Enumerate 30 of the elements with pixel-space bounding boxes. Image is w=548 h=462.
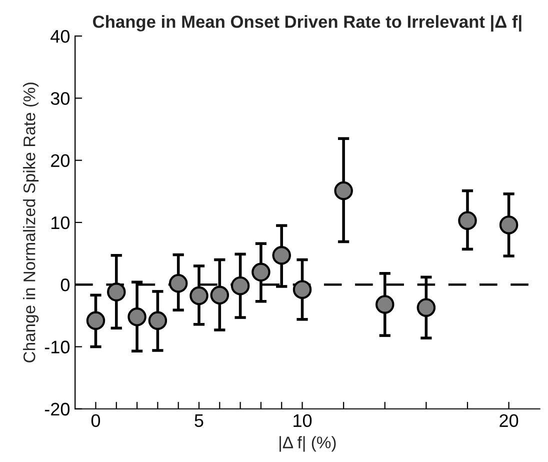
point: [334, 181, 353, 200]
x-tick-label: 5: [194, 414, 204, 427]
point: [499, 216, 518, 234]
y-tick-label: 0: [60, 278, 70, 292]
point: [190, 286, 208, 306]
y-tick-label: -20: [44, 402, 70, 416]
y-tick-label: 30: [50, 92, 70, 105]
point: [210, 286, 230, 305]
point: [107, 282, 126, 302]
point: [416, 298, 436, 317]
point: [148, 311, 168, 330]
point: [168, 274, 188, 293]
x-tick-label: 10: [294, 414, 312, 427]
chart-title: Change in Mean Onset Driven Rate to Irrelevant |Δ f|: [93, 15, 522, 32]
point: [230, 276, 250, 296]
y-tick-label: 10: [52, 216, 70, 230]
y-tick-label: -10: [44, 340, 70, 354]
point: [292, 280, 312, 299]
y-axis-title: Change in Normalized Spike Rate (%): [23, 82, 39, 362]
x-tick-label: 20: [500, 414, 518, 427]
point: [128, 308, 146, 326]
x-tick-label: 0: [91, 414, 100, 427]
x-axis-title: |Δ f| (%): [280, 436, 336, 452]
point: [376, 295, 394, 314]
point: [272, 246, 291, 265]
point: [252, 262, 270, 282]
y-tick-label: 20: [51, 154, 70, 168]
y-tick-label: 40: [50, 30, 70, 43]
point: [86, 311, 106, 330]
point: [458, 211, 477, 230]
